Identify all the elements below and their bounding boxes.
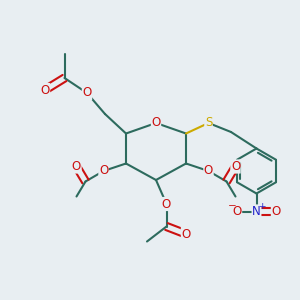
Text: O: O bbox=[99, 164, 108, 178]
Text: O: O bbox=[204, 164, 213, 178]
Text: S: S bbox=[205, 116, 212, 130]
Text: O: O bbox=[40, 83, 50, 97]
Text: O: O bbox=[232, 205, 242, 218]
Text: O: O bbox=[182, 227, 190, 241]
Text: O: O bbox=[272, 205, 280, 218]
Text: +: + bbox=[258, 202, 266, 211]
Text: O: O bbox=[162, 197, 171, 211]
Text: N: N bbox=[252, 205, 261, 218]
Text: O: O bbox=[231, 160, 240, 173]
Text: O: O bbox=[72, 160, 81, 173]
Text: −: − bbox=[227, 200, 236, 211]
Text: O: O bbox=[82, 86, 91, 100]
Text: O: O bbox=[152, 116, 160, 130]
